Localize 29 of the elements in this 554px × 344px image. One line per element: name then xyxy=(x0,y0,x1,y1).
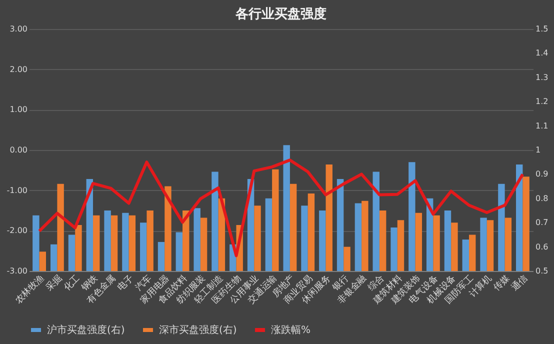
x-tick-label: 化工 xyxy=(62,272,82,294)
y2-tick-label: 1.3 xyxy=(536,72,548,82)
x-tick-label: 农林牧渔 xyxy=(13,272,46,306)
legend-label: 沪市买盘强度(右) xyxy=(47,324,125,336)
y2-tick-label: 0.5 xyxy=(536,266,548,276)
y2-tick-label: 1.2 xyxy=(536,97,548,106)
y2-tick-label: 0.6 xyxy=(536,242,548,252)
legend-label: 深市买盘强度(右) xyxy=(159,324,237,336)
y-tick-label: -3.00 xyxy=(6,266,28,276)
y2-tick-label: 0.7 xyxy=(536,218,548,228)
chart-title: 各行业买盘强度 xyxy=(234,6,326,22)
y2-tick-label: 1 xyxy=(536,146,541,154)
y2-tick-label: 0.9 xyxy=(536,170,548,179)
y-tick-label: 0.00 xyxy=(10,146,28,154)
y2-tick-label: 0.8 xyxy=(536,194,548,203)
x-tick-label: 通信 xyxy=(509,272,530,294)
legend-label: 涨跌幅% xyxy=(271,324,311,336)
y-tick-label: -1.00 xyxy=(6,186,28,195)
x-tick-label: 采掘 xyxy=(44,272,64,294)
y-tick-label: -2.00 xyxy=(6,226,28,236)
line-series xyxy=(38,158,524,258)
y2-tick-label: 1.5 xyxy=(536,24,548,34)
x-tick-label: 传媒 xyxy=(491,272,512,294)
x-tick-label: 电子 xyxy=(115,272,136,294)
y-tick-label: 2.00 xyxy=(10,64,28,74)
y2-tick-label: 1.1 xyxy=(536,121,548,130)
y-tick-label: 1.00 xyxy=(10,105,28,114)
y2-tick-label: 1.4 xyxy=(536,48,548,58)
y-tick-label: 3.00 xyxy=(10,24,28,34)
